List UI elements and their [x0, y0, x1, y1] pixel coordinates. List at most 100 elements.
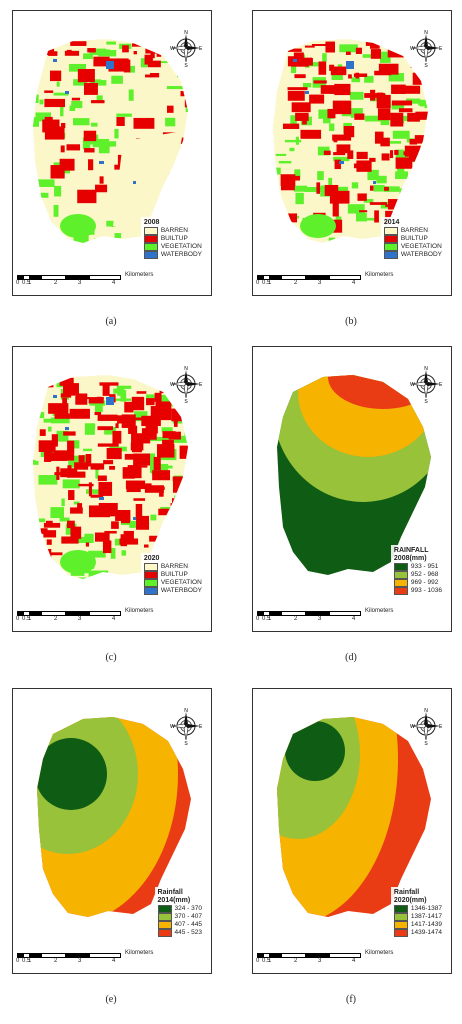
vegetation-patch	[140, 58, 148, 68]
builtup-patch	[391, 84, 406, 94]
scale-label: 1	[268, 280, 272, 286]
scale-segment	[329, 275, 361, 280]
map-panel-e: N S W E 0 0.5 1 2 3 4 Kilometers Rainfall 2014(mm) 32…	[4, 680, 218, 1005]
vegetation-patch	[399, 188, 417, 197]
builtup-patch	[46, 380, 54, 388]
builtup-patch	[173, 413, 178, 427]
builtup-patch	[66, 144, 81, 151]
builtup-patch	[177, 523, 188, 529]
vegetation-patch	[388, 73, 405, 82]
vegetation-patch	[333, 156, 350, 162]
legend-label: 1417-1439	[410, 921, 442, 928]
vegetation-patch	[278, 160, 292, 164]
builtup-patch	[97, 426, 113, 431]
scale-bar: 0 0.5 1 2 3 4 Kilometers	[16, 608, 167, 627]
builtup-patch	[45, 520, 53, 525]
builtup-patch	[300, 129, 322, 139]
legend-swatch	[383, 227, 398, 235]
builtup-patch	[334, 159, 341, 170]
legend-item: 1346-1387	[393, 905, 442, 913]
builtup-patch	[144, 544, 149, 548]
builtup-patch	[154, 392, 162, 402]
builtup-patch	[311, 44, 333, 47]
builtup-patch	[172, 476, 188, 482]
legend-item: 370 - 407	[157, 913, 202, 921]
legend-swatch	[383, 243, 398, 251]
vegetation-patch	[33, 412, 45, 419]
vegetation-patch	[179, 147, 188, 153]
builtup-patch	[387, 199, 406, 210]
builtup-patch	[374, 210, 379, 223]
vegetation-patch	[33, 44, 34, 50]
compass-n: N	[184, 366, 188, 372]
builtup-patch	[119, 538, 139, 545]
builtup-patch	[365, 41, 385, 46]
builtup-patch	[144, 54, 153, 65]
builtup-patch	[323, 150, 331, 155]
builtup-patch	[415, 111, 428, 120]
builtup-patch	[106, 447, 122, 460]
vegetation-patch	[399, 195, 405, 204]
vegetation-patch	[364, 75, 374, 83]
builtup-patch	[280, 174, 296, 187]
builtup-patch	[49, 452, 68, 461]
legend-label: BARREN	[160, 563, 188, 570]
builtup-patch	[88, 397, 104, 404]
compass-w: W	[410, 724, 415, 730]
builtup-patch	[99, 176, 104, 184]
compass-s: S	[184, 741, 188, 745]
builtup-patch	[123, 59, 131, 73]
builtup-patch	[376, 94, 391, 109]
legend-subtitle: 2020(mm)	[393, 897, 427, 904]
vegetation-patch	[33, 64, 39, 69]
vegetation-patch	[273, 167, 281, 175]
vegetation-patch	[168, 172, 179, 185]
vegetation-patch	[347, 204, 365, 214]
map-panel-a: N S W E 0 0.5 1 2 3 4 Kilometers 2008 BARREN BUILTUP V…	[4, 2, 218, 327]
legend-item: WATERBODY	[143, 251, 202, 259]
legend-item: 324 - 370	[157, 905, 202, 913]
builtup-patch	[97, 414, 118, 421]
vegetation-patch	[33, 117, 40, 127]
builtup-patch	[162, 431, 176, 439]
builtup-patch	[90, 494, 104, 498]
scale-segment	[329, 953, 361, 958]
vegetation-patch	[34, 219, 48, 226]
vegetation-patch	[190, 112, 195, 120]
vegetation-patch	[62, 479, 80, 489]
rain-zone-1	[37, 738, 107, 810]
vegetation-patch	[124, 580, 130, 587]
panel-caption: (c)	[105, 652, 117, 663]
builtup-patch	[54, 472, 70, 476]
scale-unit: Kilometers	[365, 608, 394, 614]
vegetation-patch	[165, 117, 176, 127]
north-arrow-compass-icon: N S W E	[409, 365, 443, 405]
builtup-patch	[156, 43, 162, 57]
builtup-patch	[330, 66, 347, 76]
vegetation-patch	[164, 182, 168, 188]
vegetation-patch	[351, 77, 361, 83]
compass-s: S	[424, 741, 428, 745]
vegetation-patch	[110, 547, 116, 559]
legend-label: 1439-1474	[410, 929, 442, 936]
vegetation-patch	[289, 147, 295, 152]
builtup-patch	[66, 49, 72, 54]
builtup-patch	[63, 431, 76, 436]
builtup-patch	[391, 100, 413, 106]
legend-label: WATERBODY	[400, 251, 442, 258]
vegetation-patch	[186, 473, 188, 479]
builtup-patch	[115, 510, 131, 521]
legend-swatch	[393, 921, 408, 929]
waterbody	[65, 91, 69, 94]
builtup-patch	[336, 144, 351, 154]
builtup-patch	[86, 397, 104, 400]
builtup-patch	[283, 213, 298, 223]
builtup-patch	[85, 453, 92, 467]
vegetation-patch	[96, 95, 103, 103]
map-legend: 2014 BARREN BUILTUP VEGETATION WATERBODY	[380, 217, 445, 261]
vegetation-patch	[33, 104, 34, 108]
builtup-patch	[172, 520, 186, 525]
vegetation-patch	[35, 112, 51, 122]
panel-caption: (e)	[105, 994, 117, 1005]
vegetation-patch	[53, 92, 69, 96]
